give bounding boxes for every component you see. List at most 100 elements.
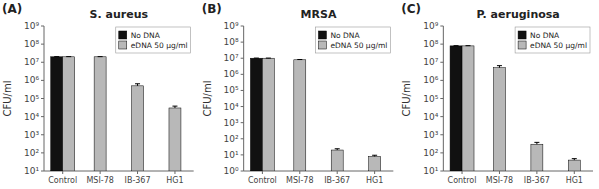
y-tick-label: 10³	[423, 130, 438, 140]
title: S. aureus	[90, 8, 149, 21]
error-cap	[466, 45, 471, 46]
x-tick-label: MSI-78	[286, 176, 313, 185]
legend: No DNAeDNA 50 μg/ml	[116, 27, 191, 53]
bar	[94, 57, 106, 171]
bar	[51, 57, 63, 171]
panel-label: (A)	[2, 2, 22, 16]
error-cap	[135, 83, 140, 84]
y-tick-label: 10³	[224, 118, 239, 128]
y-tick-label: 10⁵	[423, 94, 438, 104]
y-axis-label: CFU/ml	[202, 81, 213, 117]
x-tick	[62, 171, 63, 174]
panel-label: (C)	[401, 2, 421, 16]
x-tick	[536, 171, 537, 174]
error-bar	[172, 106, 177, 108]
error-cap	[98, 56, 103, 57]
bar	[262, 58, 274, 171]
x-tick-label: HG1	[366, 176, 383, 185]
error-cap	[66, 56, 71, 57]
legend-swatch	[518, 31, 526, 39]
legend-swatch	[318, 41, 326, 49]
legend-swatch	[318, 31, 326, 39]
y-tick-label: 10⁴	[423, 112, 438, 122]
y-tick-label: 10⁵	[24, 94, 39, 104]
y-tick-label: 10⁴	[24, 112, 39, 122]
bar	[250, 58, 262, 171]
plot-area	[250, 58, 380, 171]
legend-item: eDNA 50 μg/ml	[318, 41, 387, 50]
y-tick-label: 10¹	[224, 150, 239, 160]
error-bar	[497, 66, 502, 68]
legend-box	[515, 27, 590, 53]
legend-item: No DNA	[518, 31, 560, 40]
error-bar	[266, 58, 271, 59]
legend-label: No DNA	[131, 31, 161, 40]
error-bar	[335, 149, 340, 150]
error-bar	[454, 45, 459, 46]
y-tick-label: 10⁹	[24, 21, 39, 31]
error-bar	[534, 142, 539, 144]
y-axis	[243, 26, 244, 171]
error-bar	[66, 56, 71, 57]
plot-area	[450, 46, 580, 171]
x-tick-label: Control	[248, 176, 277, 185]
error-cap	[54, 56, 59, 57]
x-tick-label: IB-367	[324, 176, 350, 185]
y-tick-label: 10⁰	[224, 166, 239, 176]
legend-item: No DNA	[119, 31, 161, 40]
y-axis-label: CFU/ml	[2, 81, 13, 117]
legend-label: eDNA 50 μg/ml	[330, 41, 387, 50]
y-tick-label: 10⁶	[24, 75, 39, 85]
legend-item: eDNA 50 μg/ml	[119, 41, 188, 50]
error-bar	[297, 59, 302, 60]
x-tick	[299, 171, 300, 174]
y-tick-label: 10⁸	[24, 39, 39, 49]
x-tick	[462, 171, 463, 174]
legend-item: No DNA	[318, 31, 360, 40]
bar	[331, 150, 343, 171]
y-tick-label: 10²	[224, 134, 239, 144]
y-tick-label: 10⁶	[224, 69, 239, 79]
error-bar	[466, 45, 471, 46]
x-tick	[262, 171, 263, 174]
y-tick-label: 10³	[24, 130, 39, 140]
error-cap	[335, 148, 340, 149]
error-bar	[98, 56, 103, 57]
y-tick-label: 10⁸	[423, 39, 438, 49]
error-bar	[572, 159, 577, 160]
x-tick	[374, 171, 375, 174]
error-bar	[372, 155, 377, 156]
error-cap	[172, 106, 177, 107]
bar	[568, 160, 580, 171]
x-tick-label: Control	[48, 176, 77, 185]
legend-label: No DNA	[530, 31, 560, 40]
y-tick-label: 10²	[24, 148, 39, 158]
x-tick-label: MSI-78	[486, 176, 513, 185]
x-tick-label: HG1	[166, 176, 183, 185]
error-cap	[254, 58, 259, 59]
bar	[450, 46, 462, 171]
y-tick-label: 10¹	[423, 166, 438, 176]
x-tick-label: HG1	[566, 176, 583, 185]
x-tick	[574, 171, 575, 174]
y-tick-label: 10⁴	[224, 102, 239, 112]
panel-label: (B)	[202, 2, 222, 16]
y-tick-label: 10⁷	[24, 57, 39, 67]
bar	[493, 68, 505, 171]
x-tick	[499, 171, 500, 174]
title: MRSA	[301, 8, 337, 21]
error-cap	[497, 65, 502, 66]
panel: (B)MRSACFU/ml10⁰10¹10²10³10⁴10⁵10⁶10⁷10⁸…	[202, 2, 394, 185]
bar	[531, 144, 543, 171]
legend-label: eDNA 50 μg/ml	[131, 41, 188, 50]
y-axis	[443, 26, 444, 171]
legend-label: No DNA	[330, 31, 360, 40]
bar	[294, 60, 306, 171]
bar	[169, 108, 181, 171]
x-tick-label: IB-367	[524, 176, 550, 185]
x-tick	[100, 171, 101, 174]
legend-swatch	[119, 41, 127, 49]
x-tick	[337, 171, 338, 174]
legend-box	[315, 27, 390, 53]
legend-swatch	[119, 31, 127, 39]
